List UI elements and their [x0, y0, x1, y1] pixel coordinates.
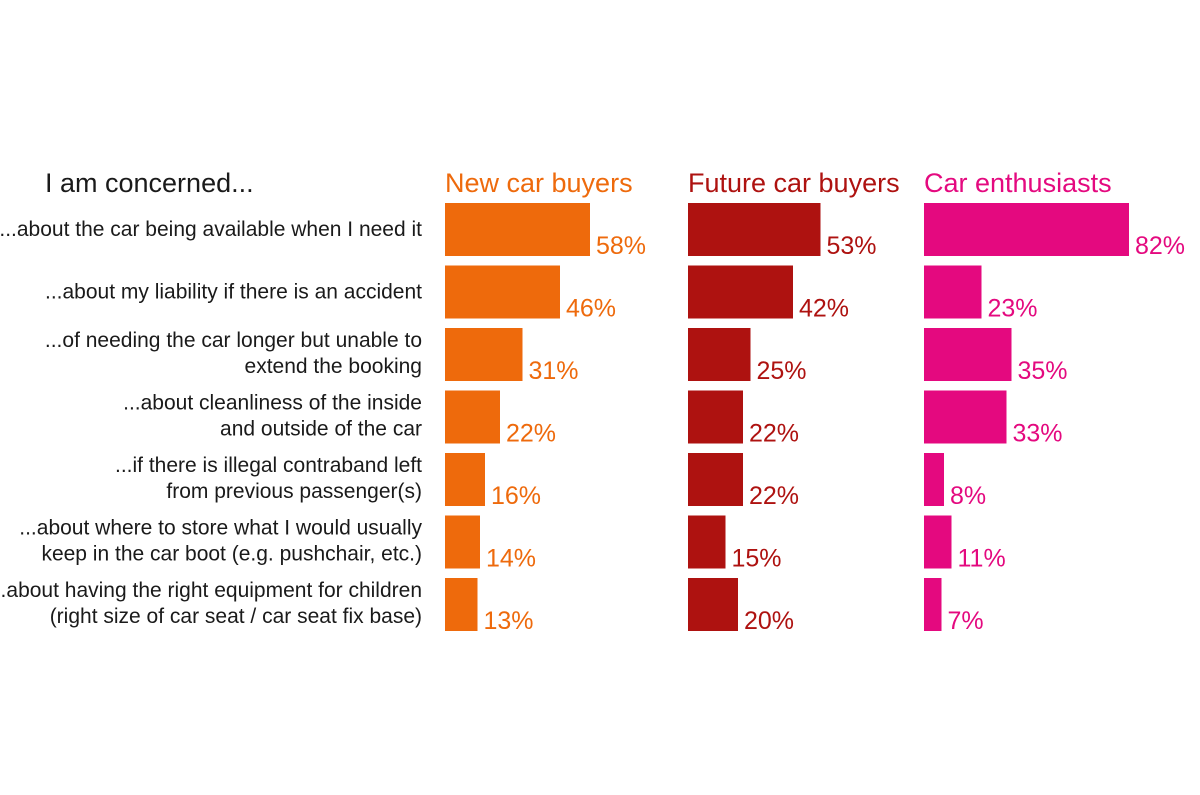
category-label-line: from previous passenger(s): [166, 480, 422, 503]
category-label: ...about my liability if there is an acc…: [45, 281, 422, 304]
data-label: 8%: [950, 482, 986, 510]
data-label: 22%: [749, 420, 799, 448]
bar: [688, 390, 743, 444]
data-label: 16%: [491, 482, 541, 510]
data-label: 53%: [827, 232, 877, 260]
category-label-line: ...about cleanliness of the inside: [123, 392, 422, 415]
bar: [445, 578, 478, 631]
bar: [445, 390, 500, 444]
category-label-line: ...about where to store what I would usu…: [19, 517, 422, 540]
category-label-line: ...about having the right equipment for …: [0, 579, 422, 602]
category-label-line: ...of needing the car longer but unable …: [45, 329, 422, 352]
data-label: 31%: [529, 357, 579, 385]
data-label: 82%: [1135, 232, 1185, 260]
bar: [445, 328, 523, 381]
series-panel: Future car buyers 53% 42% 25% 22% 22% 15% 20%: [688, 168, 900, 635]
bar: [688, 515, 726, 569]
bar: [924, 328, 1012, 381]
bar: [445, 515, 480, 569]
data-label: 35%: [1018, 357, 1068, 385]
bar: [924, 515, 952, 569]
row-labels: ...about the car being available when I …: [0, 218, 422, 628]
series-name: New car buyers: [445, 168, 633, 198]
bar: [445, 453, 485, 506]
data-label: 25%: [757, 357, 807, 385]
bar: [924, 578, 942, 631]
bar: [688, 453, 743, 506]
category-label-line: keep in the car boot (e.g. pushchair, et…: [41, 543, 422, 566]
chart-title: I am concerned...: [45, 168, 254, 198]
category-label: ...about cleanliness of the inside and ou…: [123, 392, 422, 441]
data-label: 14%: [486, 545, 536, 573]
category-label: ...about having the right equipment for …: [0, 579, 422, 628]
category-label-line: and outside of the car: [220, 418, 422, 441]
data-label: 7%: [948, 607, 984, 635]
bar: [688, 203, 821, 256]
series-name: Future car buyers: [688, 168, 900, 198]
bar: [924, 203, 1129, 256]
category-label-line: ...about the car being available when I …: [0, 218, 422, 241]
data-label: 22%: [506, 420, 556, 448]
category-label-line: ...if there is illegal contraband left: [115, 454, 422, 477]
category-label: ...about the car being available when I …: [0, 218, 422, 241]
data-label: 33%: [1013, 420, 1063, 448]
bar: [688, 328, 751, 381]
data-label: 42%: [799, 295, 849, 323]
data-label: 22%: [749, 482, 799, 510]
category-label-line: ...about my liability if there is an acc…: [45, 281, 422, 304]
category-label: ...if there is illegal contraband left fr…: [115, 454, 422, 503]
data-label: 13%: [484, 607, 534, 635]
data-label: 23%: [988, 295, 1038, 323]
data-label: 58%: [596, 232, 646, 260]
series-panel: Car enthusiasts 82% 23% 35% 33% 8% 11% 7%: [924, 168, 1185, 635]
bar: [924, 453, 944, 506]
bar: [924, 390, 1007, 444]
category-label-line: (right size of car seat / car seat fix b…: [50, 605, 422, 628]
series-panels: New car buyers 58% 46% 31% 22% 16% 14% 13% Futur…: [445, 168, 1185, 635]
data-label: 20%: [744, 607, 794, 635]
series-panel: New car buyers 58% 46% 31% 22% 16% 14% 13%: [445, 168, 646, 635]
series-name: Car enthusiasts: [924, 168, 1112, 198]
data-label: 46%: [566, 295, 616, 323]
bar: [445, 265, 560, 319]
bar: [445, 203, 590, 256]
bar: [688, 578, 738, 631]
category-label: ...about where to store what I would usu…: [19, 517, 422, 566]
data-label: 15%: [732, 545, 782, 573]
bar: [924, 265, 982, 319]
bar: [688, 265, 793, 319]
data-label: 11%: [958, 545, 1006, 573]
category-label: ...of needing the car longer but unable …: [45, 329, 422, 378]
category-label-line: extend the booking: [245, 355, 422, 378]
